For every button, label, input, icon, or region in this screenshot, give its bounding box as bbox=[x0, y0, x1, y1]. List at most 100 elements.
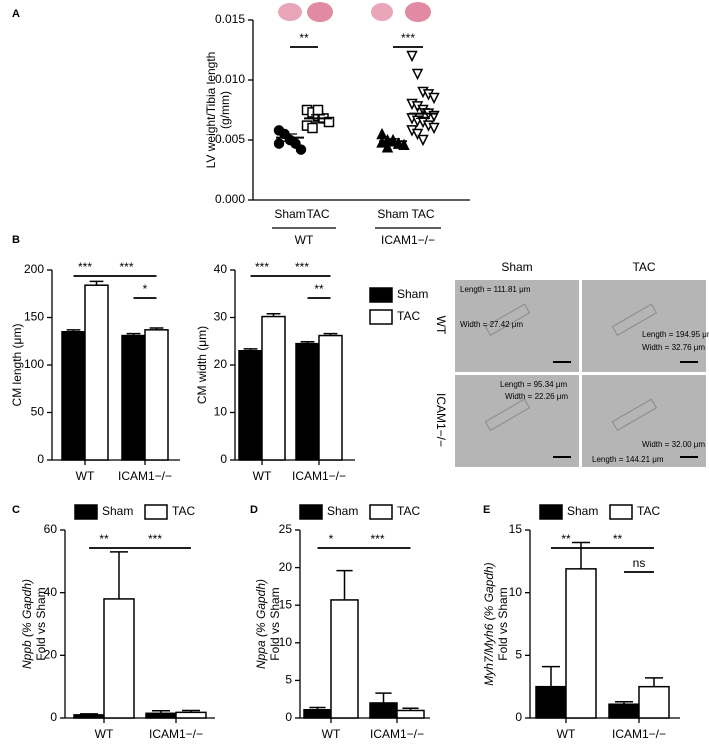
significance-label: *** bbox=[295, 260, 309, 274]
x-tick-label: ICAM1−/− bbox=[118, 469, 172, 483]
legend-swatch bbox=[369, 309, 393, 325]
cell-outline bbox=[611, 398, 658, 432]
point bbox=[411, 128, 424, 141]
point bbox=[417, 134, 429, 147]
y-tick-label: 10 bbox=[279, 635, 293, 649]
x-tick-label: WT bbox=[557, 727, 576, 741]
significance-label: ** bbox=[99, 532, 109, 546]
panel-label: B bbox=[12, 234, 20, 246]
y-tick-label: 60 bbox=[44, 522, 58, 536]
group-label: ICAM1−/− bbox=[381, 233, 435, 247]
bar bbox=[103, 598, 135, 719]
x-tick-label: WT bbox=[322, 727, 341, 741]
bar bbox=[84, 284, 109, 461]
error-bar bbox=[645, 677, 663, 687]
significance-label: *** bbox=[255, 260, 269, 274]
y-axis-label: Myh7/Myh6 (% Gapdh) bbox=[482, 562, 496, 685]
y-tick-label: 10 bbox=[214, 405, 228, 419]
legend-label: Sham bbox=[397, 287, 428, 301]
significance-label: *** bbox=[78, 260, 92, 274]
point bbox=[398, 138, 410, 151]
point bbox=[381, 141, 394, 153]
y-tick-label: 20 bbox=[44, 648, 58, 662]
bar bbox=[608, 703, 640, 719]
significance-label: *** bbox=[148, 532, 162, 546]
bar bbox=[238, 350, 263, 461]
point bbox=[406, 50, 418, 63]
legend-swatch bbox=[369, 504, 393, 520]
point bbox=[411, 68, 424, 81]
column-header: TAC bbox=[632, 260, 655, 274]
measurement: Width = 32.00 μm bbox=[642, 440, 705, 449]
row-header: ICAM1−/− bbox=[434, 393, 448, 447]
bar bbox=[303, 708, 332, 719]
legend-label: TAC bbox=[397, 504, 420, 518]
heart-image bbox=[405, 2, 431, 22]
significance-label: * bbox=[329, 532, 334, 546]
error-bar bbox=[375, 692, 392, 703]
legend-label: TAC bbox=[637, 504, 660, 518]
y-tick-label: 0 bbox=[285, 710, 292, 724]
error-bar bbox=[572, 541, 590, 569]
sem-bar bbox=[416, 108, 430, 120]
heart-image bbox=[371, 3, 393, 21]
bar bbox=[144, 329, 169, 461]
bar bbox=[318, 334, 343, 461]
y-tick-label: 50 bbox=[31, 405, 45, 419]
row-header: WT bbox=[434, 316, 448, 335]
significance-label: ** bbox=[314, 282, 324, 296]
x-tick-label: Sham bbox=[274, 207, 305, 221]
bar bbox=[295, 342, 320, 461]
x-tick-label: ICAM1−/− bbox=[370, 727, 424, 741]
sem-bar bbox=[283, 133, 297, 142]
legend-swatch bbox=[369, 287, 393, 303]
x-tick-label: TAC bbox=[411, 207, 434, 221]
y-tick-label: 0.000 bbox=[215, 192, 245, 206]
micrograph-cell bbox=[455, 375, 579, 467]
point bbox=[376, 136, 388, 148]
measurement: Length = 95.34 μm bbox=[500, 380, 567, 389]
error-bar bbox=[542, 665, 560, 687]
y-axis-label: Nppb (% Gapdh) bbox=[20, 579, 34, 669]
bar bbox=[73, 714, 105, 719]
y-tick-label: 0 bbox=[37, 452, 44, 466]
bar bbox=[61, 331, 86, 461]
cell-outline bbox=[484, 303, 531, 337]
x-tick-label: WT bbox=[253, 469, 272, 483]
y-tick-label: 0 bbox=[220, 452, 227, 466]
legend-label: TAC bbox=[172, 504, 195, 518]
bar bbox=[565, 568, 597, 719]
panel-label: A bbox=[12, 8, 20, 20]
y-tick-label: 0.010 bbox=[215, 72, 245, 86]
legend-swatch bbox=[609, 504, 633, 520]
y-tick-label: 5 bbox=[285, 673, 292, 687]
legend-swatch bbox=[299, 504, 323, 520]
cell-outline bbox=[611, 303, 658, 337]
heart-image bbox=[278, 3, 302, 21]
y-tick-label: 0.005 bbox=[215, 132, 245, 146]
micrograph-cell bbox=[582, 280, 706, 372]
significance-label: * bbox=[143, 282, 148, 296]
y-tick-label: 5 bbox=[515, 648, 522, 662]
micrograph-cell bbox=[582, 375, 706, 467]
bar bbox=[145, 712, 177, 719]
measurement: Width = 32.76 μm bbox=[642, 343, 705, 352]
y-tick-label: 15 bbox=[279, 597, 293, 611]
panel-label: E bbox=[483, 504, 490, 516]
point bbox=[428, 122, 440, 135]
y-axis-label: (g/mm) bbox=[218, 91, 232, 129]
legend-swatch bbox=[539, 504, 563, 520]
measurement: Width = 27.42 μm bbox=[460, 320, 523, 329]
bar bbox=[261, 315, 286, 461]
sem-bar bbox=[311, 114, 325, 123]
significance-label: *** bbox=[370, 532, 384, 546]
legend-label: Sham bbox=[102, 504, 133, 518]
x-tick-label: WT bbox=[95, 727, 114, 741]
y-tick-label: 20 bbox=[279, 560, 293, 574]
significance-label: ns bbox=[633, 556, 646, 570]
x-tick-label: ICAM1−/− bbox=[612, 727, 666, 741]
micrograph-cell bbox=[455, 280, 579, 372]
y-tick-label: 40 bbox=[214, 262, 228, 276]
cell-outline bbox=[484, 398, 531, 432]
